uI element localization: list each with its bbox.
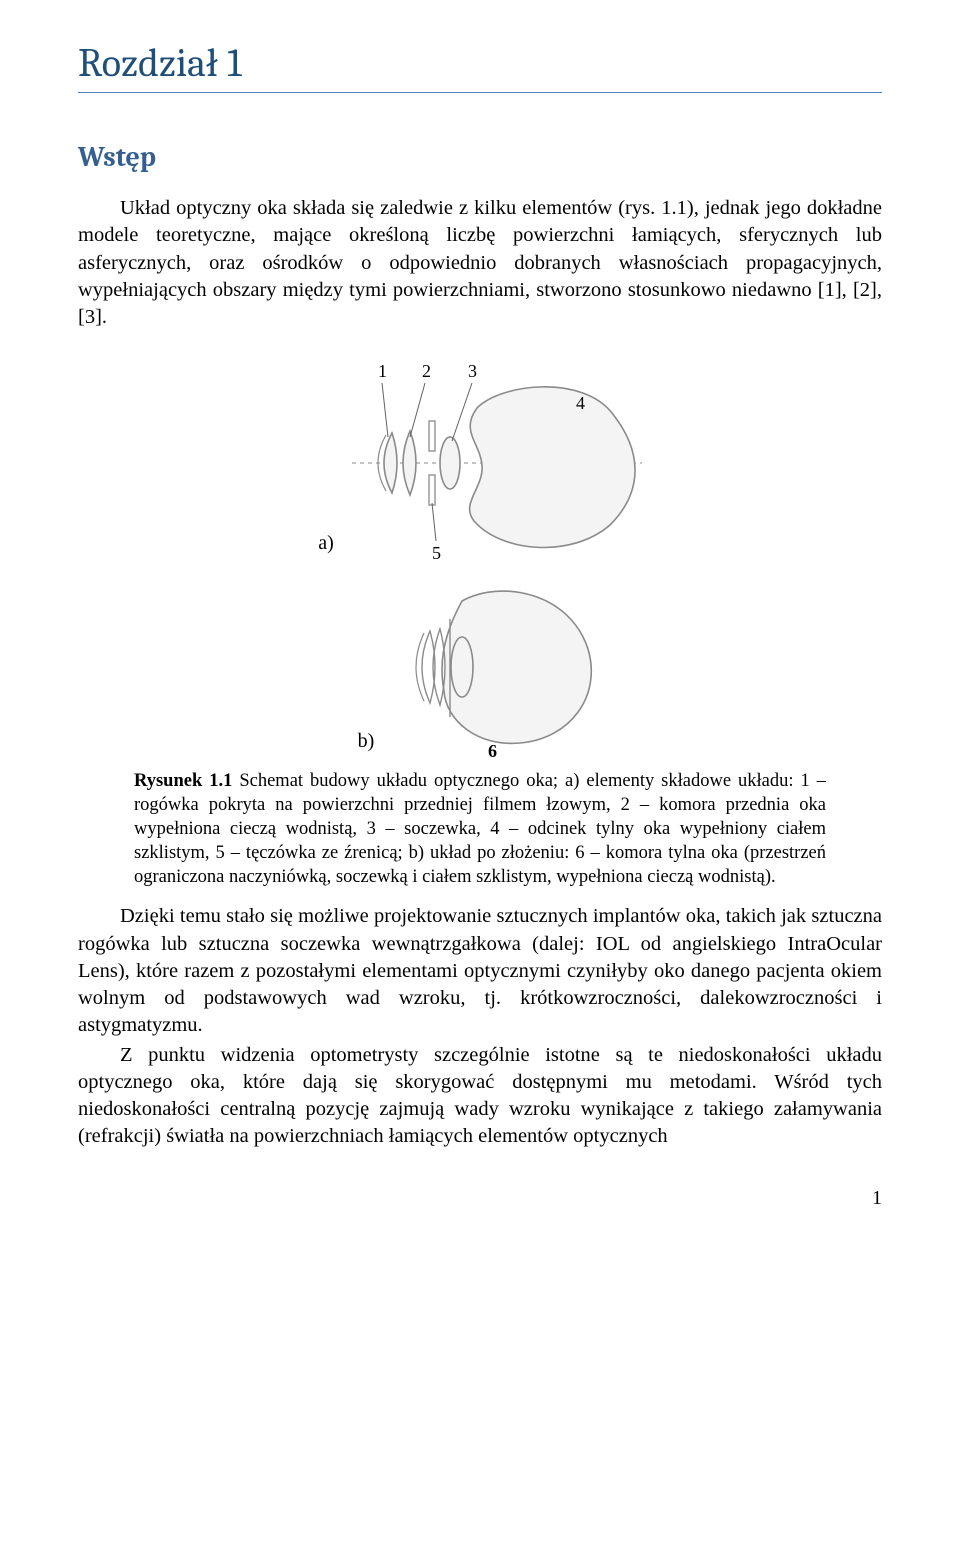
svg-text:4: 4 <box>576 393 585 413</box>
figure-label-b: b) <box>358 730 375 761</box>
caption-text: Schemat budowy układu optycznego oka; a)… <box>134 771 826 887</box>
section-title: Wstęp <box>78 141 882 173</box>
eye-diagram-a: 1 2 3 4 5 <box>352 353 642 563</box>
svg-text:3: 3 <box>468 361 477 381</box>
svg-text:1: 1 <box>378 361 387 381</box>
paragraph-2: Dzięki temu stało się możliwe projektowa… <box>78 903 882 1039</box>
caption-lead: Rysunek 1.1 <box>134 771 232 791</box>
page-number: 1 <box>78 1187 882 1210</box>
svg-text:2: 2 <box>422 361 431 381</box>
paragraph-3: Z punktu widzenia optometrysty szczególn… <box>78 1042 882 1151</box>
svg-text:5: 5 <box>432 543 441 563</box>
svg-text:6: 6 <box>488 741 497 761</box>
chapter-title: Rozdział 1 <box>78 40 882 93</box>
figure-1-1: a) <box>78 353 882 889</box>
figure-caption: Rysunek 1.1 Schemat budowy układu optycz… <box>134 769 826 889</box>
figure-label-a: a) <box>318 532 334 563</box>
paragraph-intro: Układ optyczny oka składa się zaledwie z… <box>78 195 882 331</box>
eye-diagram-b: 6 <box>392 571 602 761</box>
